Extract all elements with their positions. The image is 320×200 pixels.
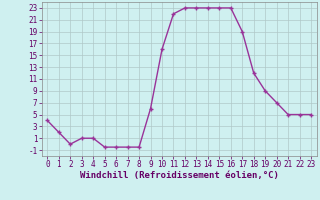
X-axis label: Windchill (Refroidissement éolien,°C): Windchill (Refroidissement éolien,°C) [80, 171, 279, 180]
